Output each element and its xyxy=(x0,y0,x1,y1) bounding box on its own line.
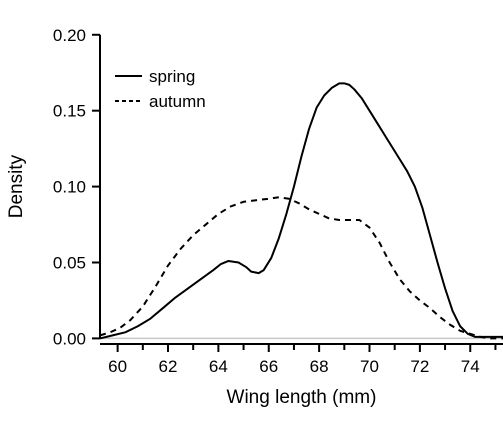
x-axis: 60 62 64 66 68 70 72 74 Wing length (mm) xyxy=(100,343,503,408)
x-tick-label: 62 xyxy=(159,357,178,376)
x-tick-label: 68 xyxy=(310,357,329,376)
y-axis-label: Density xyxy=(6,154,27,218)
y-tick-label: 0.15 xyxy=(53,102,86,121)
y-tick-label: 0.00 xyxy=(53,329,86,348)
y-tick-label: 0.20 xyxy=(53,26,86,45)
legend-label-spring: spring xyxy=(149,67,195,86)
y-tick-label: 0.10 xyxy=(53,178,86,197)
x-tick-label: 60 xyxy=(108,357,127,376)
x-ticks xyxy=(116,344,497,352)
x-tick-label: 74 xyxy=(461,357,480,376)
x-axis-label: Wing length (mm) xyxy=(227,387,377,408)
x-tick-label: 70 xyxy=(360,357,379,376)
x-tick-labels: 60 62 64 66 68 70 72 74 xyxy=(108,357,480,376)
series-line-autumn xyxy=(99,196,503,340)
series-line-spring xyxy=(99,82,503,340)
y-tick-label: 0.05 xyxy=(53,254,86,273)
plot-area xyxy=(99,82,503,340)
legend: spring autumn xyxy=(115,67,206,111)
x-tick-label: 72 xyxy=(410,357,429,376)
y-ticks xyxy=(92,33,100,340)
x-tick-label: 64 xyxy=(209,357,228,376)
x-tick-label: 66 xyxy=(259,357,278,376)
legend-label-autumn: autumn xyxy=(149,92,206,111)
y-tick-labels: 0.00 0.05 0.10 0.15 0.20 xyxy=(53,26,86,349)
y-axis: 0.00 0.05 0.10 0.15 0.20 Density xyxy=(6,26,101,349)
